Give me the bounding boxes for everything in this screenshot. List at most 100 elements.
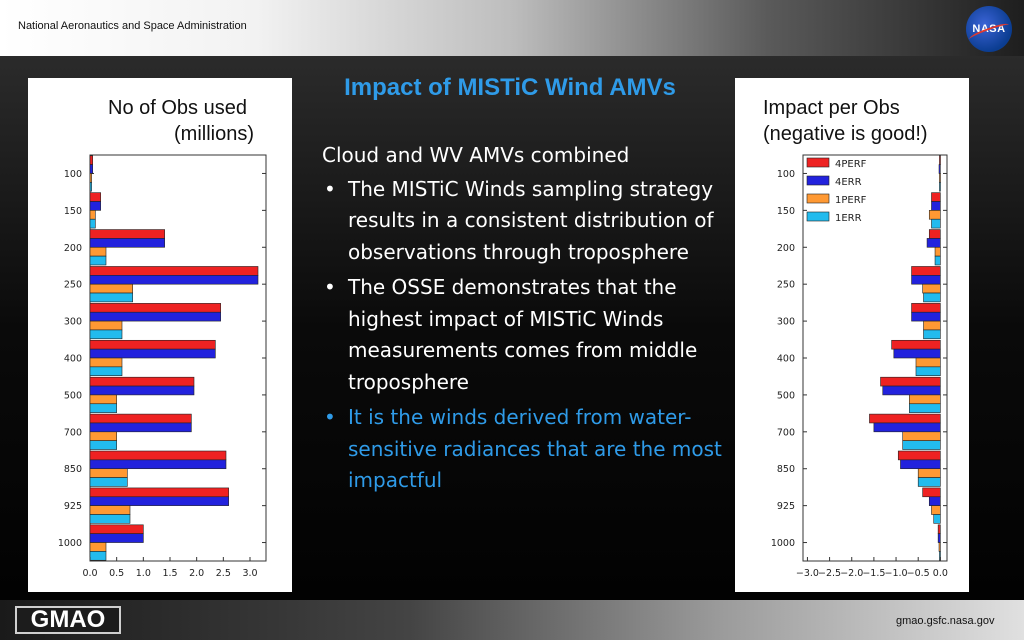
legend-label: 4ERR: [835, 177, 862, 188]
bar-1err: [89, 403, 117, 413]
y-tick-label: 700: [64, 427, 82, 438]
bar-4perf: [897, 450, 941, 461]
agency-name: National Aeronautics and Space Administr…: [18, 20, 247, 32]
legend-label: 4PERF: [835, 159, 867, 170]
legend-label: 1ERR: [835, 213, 862, 224]
bullet-dot: •: [324, 275, 336, 299]
footer-url: gmao.gsfc.nasa.gov: [896, 615, 995, 627]
y-tick-label: 250: [777, 280, 795, 291]
bar-4err: [89, 422, 192, 433]
obs-chart-title-line2: (millions): [174, 123, 254, 145]
bullet-list: • The MISTiC Winds sampling strategy resu…: [322, 174, 722, 497]
text-heading: Cloud and WV AMVs combined: [322, 143, 630, 167]
bar-4perf: [89, 339, 216, 350]
bar-4err: [873, 422, 941, 433]
bar-1perf: [923, 320, 941, 331]
y-tick-label: 925: [64, 501, 82, 512]
bullet-text-1: The MISTiC Winds sampling strategy resul…: [348, 176, 714, 264]
bar-4perf: [89, 413, 192, 424]
bar-4perf: [89, 303, 221, 313]
bullet-dot: •: [324, 405, 336, 429]
x-tick-label: 0.0: [933, 568, 948, 579]
bar-4err: [882, 385, 941, 396]
bar-4perf: [89, 229, 165, 239]
bar-1perf: [938, 542, 941, 552]
bar-4perf: [911, 266, 941, 276]
bar-1err: [89, 329, 123, 340]
y-tick-label: 500: [777, 390, 795, 401]
bar-4err: [938, 164, 941, 174]
x-tick-label: 1.5: [162, 568, 177, 579]
bar-1perf: [89, 505, 131, 515]
y-tick-label: 400: [64, 354, 82, 365]
bar-1perf: [931, 505, 941, 515]
legend-label: 1PERF: [835, 195, 867, 206]
y-tick-label: 850: [64, 464, 82, 475]
bar-1perf: [89, 357, 123, 368]
bar-4perf: [89, 450, 227, 461]
bar-1err: [89, 366, 123, 377]
obs-chart-title-line1: No of Obs used: [108, 97, 247, 119]
bar-4err: [928, 496, 941, 506]
bar-4err: [89, 459, 227, 470]
bar-1perf: [89, 246, 107, 257]
bar-1err: [923, 292, 941, 303]
bar-1err: [931, 218, 941, 229]
nasa-logo: NASA: [966, 6, 1012, 52]
footer-bar: [0, 600, 1024, 640]
x-tick-label: 1.0: [136, 568, 151, 579]
bar-4perf: [880, 376, 941, 387]
bar-1perf: [89, 283, 133, 294]
bar-1err: [909, 403, 941, 413]
bar-1err: [934, 255, 941, 266]
y-tick-label: 700: [777, 427, 795, 438]
bar-4err: [89, 348, 216, 359]
bullet-text-3: It is the winds derived from water-sensi…: [348, 405, 722, 492]
bar-4err: [89, 164, 93, 174]
bar-1perf: [89, 394, 117, 405]
obs-count-panel: No of Obs used (millions) 100 150 200 250 30…: [28, 78, 292, 592]
x-tick-label: 0.5: [109, 568, 124, 579]
bar-4perf: [89, 192, 101, 202]
bar-1perf: [89, 431, 117, 441]
bar-1err: [89, 292, 133, 303]
bar-1perf: [909, 394, 941, 405]
bar-4err: [89, 385, 195, 396]
y-tick-label: 1000: [58, 538, 82, 549]
y-tick-label: 100: [64, 169, 82, 180]
bar-4err: [926, 238, 941, 248]
y-tick-label: 200: [777, 243, 795, 254]
bar-1perf: [939, 173, 941, 183]
x-tick-label: 3.0: [242, 568, 257, 579]
bar-1perf: [902, 431, 941, 441]
x-tick-label: −2.0: [840, 568, 863, 579]
y-tick-label: 150: [64, 206, 82, 217]
bar-4perf: [931, 192, 941, 202]
x-tick-label: 0.0: [82, 568, 97, 579]
y-tick-label: 850: [777, 464, 795, 475]
gmao-logo: GMAO: [15, 606, 121, 634]
y-tick-label: 300: [64, 317, 82, 328]
bar-4err: [89, 496, 229, 506]
legend-swatch: [806, 193, 830, 204]
x-tick-label: 2.0: [189, 568, 204, 579]
bar-4perf: [928, 229, 941, 239]
obs-count-chart: 100 150 200 250 300 400 500 700 850 925 1000 0.0 0.5…: [58, 154, 267, 579]
bullet-item: • The OSSE demonstrates that the highest …: [322, 272, 722, 398]
bar-1perf: [917, 468, 941, 478]
bar-1err: [915, 366, 941, 377]
bar-1perf: [89, 542, 107, 552]
bar-4err: [89, 311, 221, 322]
bar-1err: [939, 182, 941, 192]
y-tick-label: 200: [64, 243, 82, 254]
bar-4err: [89, 201, 101, 211]
bar-4perf: [922, 487, 941, 498]
y-tick-label: 100: [777, 169, 795, 180]
bar-1err: [902, 440, 941, 450]
bar-4err: [900, 459, 941, 470]
bar-1err: [89, 255, 107, 266]
bar-1perf: [89, 173, 92, 183]
header-bar: [0, 0, 1024, 56]
bar-4perf: [89, 376, 195, 387]
bar-1perf: [915, 357, 941, 368]
